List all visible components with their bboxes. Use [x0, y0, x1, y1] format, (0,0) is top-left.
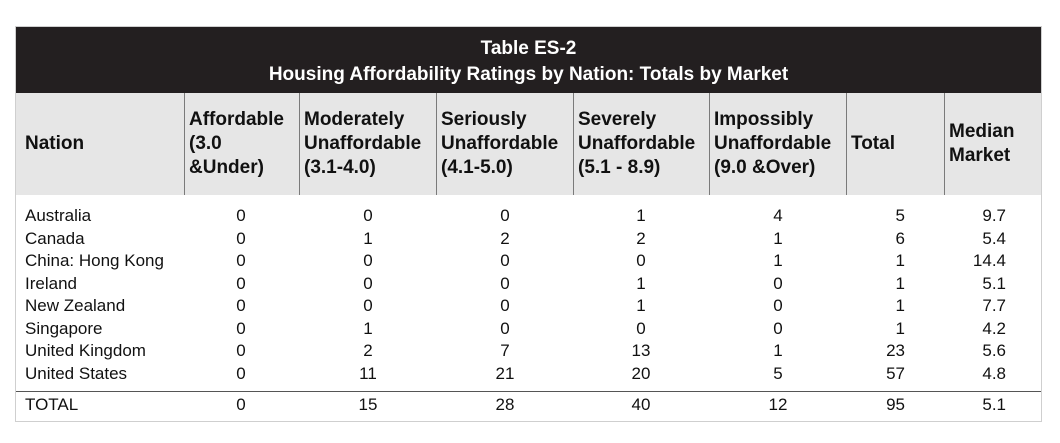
cell-total: 1: [895, 273, 905, 293]
header-affordable: Affordable (3.0 &Under): [184, 93, 299, 195]
cell-moderately: 0: [363, 251, 373, 270]
cell-moderately: 2: [363, 341, 373, 360]
cell-moderately: 11: [359, 363, 377, 383]
table-row: Canada 0 1 2 2 1 6 5.4: [16, 228, 1041, 250]
cell-nation: United Kingdom: [25, 341, 146, 360]
cell-median: 5.1: [982, 273, 1006, 293]
cell-median: 5.6: [982, 341, 1006, 360]
cell-seriously: 0: [500, 251, 510, 270]
cell-median: 7.7: [982, 296, 1006, 315]
cell-impossibly: 0: [773, 273, 783, 293]
header-impossibly-unaffordable: Impossibly Unaffordable (9.0 &Over): [709, 93, 846, 195]
header-severely-unaffordable: Severely Unaffordable (5.1 - 8.9): [573, 93, 709, 195]
cell-moderately: 0: [363, 206, 373, 225]
table-row: New Zealand 0 0 0 1 0 1 7.7: [16, 295, 1041, 317]
cell-impossibly: 1: [773, 251, 783, 270]
table-header: Nation Affordable (3.0 &Under) Moderately U…: [16, 93, 1041, 195]
cell-severely: 1: [636, 273, 646, 293]
cell-impossibly: 0: [773, 318, 783, 338]
cell-impossibly: 1: [773, 341, 783, 360]
cell-total: 1: [895, 251, 905, 270]
table-title-bar: Table ES-2 Housing Affordability Ratings…: [16, 27, 1041, 93]
cell-impossibly: 5: [773, 363, 783, 383]
cell-affordable: 0: [236, 363, 246, 383]
cell-nation: Australia: [25, 206, 92, 225]
cell-severely: 1: [636, 296, 646, 315]
cell-seriously: 0: [500, 318, 510, 338]
table-row: United Kingdom 0 2 7 13 1 23 5.6: [16, 340, 1041, 362]
cell-total: 6: [895, 228, 905, 248]
cell-severely: 0: [636, 251, 646, 270]
cell-severely: 40: [631, 395, 651, 414]
cell-seriously: 28: [495, 395, 515, 414]
cell-seriously: 0: [500, 206, 510, 225]
cell-moderately: 0: [363, 296, 373, 315]
cell-median: 5.4: [982, 228, 1006, 248]
cell-seriously: 0: [500, 273, 510, 293]
cell-nation: United States: [25, 363, 128, 383]
cell-total: 1: [895, 296, 905, 315]
table-row: China: Hong Kong 0 0 0 0 1 1 14.4: [16, 250, 1041, 272]
cell-severely: 2: [636, 228, 646, 248]
cell-total: 57: [886, 363, 905, 383]
cell-median: 4.2: [982, 318, 1006, 338]
cell-severely: 0: [636, 318, 646, 338]
cell-total: 5: [895, 206, 905, 225]
cell-median: 14.4: [972, 251, 1006, 270]
table-row: Ireland 0 0 0 1 0 1 5.1: [16, 273, 1041, 295]
cell-nation: New Zealand: [25, 296, 126, 315]
cell-impossibly: 4: [773, 206, 783, 225]
cell-nation: Singapore: [25, 318, 103, 338]
table-subtitle: Housing Affordability Ratings by Nation:…: [268, 64, 789, 85]
cell-affordable: 0: [236, 228, 246, 248]
cell-severely: 13: [631, 341, 651, 360]
table-row: Australia 0 0 0 1 4 5 9.7: [16, 205, 1041, 227]
cell-seriously: 2: [500, 228, 510, 248]
cell-seriously: 0: [500, 296, 510, 315]
table-row: Singapore 0 1 0 0 0 1 4.2: [16, 318, 1041, 340]
cell-median: 4.8: [982, 363, 1006, 383]
header-total: Total: [846, 93, 944, 195]
cell-moderately: 0: [363, 273, 373, 293]
cell-affordable: 0: [236, 395, 246, 414]
cell-moderately: 1: [363, 318, 373, 338]
table-title: Table ES-2: [480, 38, 577, 59]
header-moderately-unaffordable: Moderately Unaffordable (3.1-4.0): [299, 93, 436, 195]
cell-affordable: 0: [236, 341, 246, 360]
total-divider: [16, 391, 1041, 392]
cell-severely: 20: [631, 363, 651, 383]
cell-impossibly: 1: [773, 228, 783, 248]
cell-seriously: 21: [495, 363, 515, 383]
cell-affordable: 0: [236, 318, 246, 338]
header-seriously-unaffordable: Seriously Unaffordable (4.1-5.0): [436, 93, 573, 195]
header-nation: Nation: [25, 133, 85, 154]
cell-moderately: 15: [358, 395, 378, 414]
cell-affordable: 0: [236, 251, 246, 270]
cell-total: 95: [886, 395, 905, 414]
table-row: United States 0 11 21 20 5 57 4.8: [16, 363, 1041, 385]
cell-impossibly: 12: [768, 395, 788, 414]
cell-moderately: 1: [363, 228, 373, 248]
cell-affordable: 0: [236, 296, 246, 315]
total-row: TOTAL 0 15 28 40 12 95 5.1: [16, 394, 1041, 416]
cell-seriously: 7: [500, 341, 510, 360]
cell-affordable: 0: [236, 206, 246, 225]
cell-total-label: TOTAL: [25, 395, 79, 414]
header-median-market: Median Market: [944, 93, 1043, 195]
cell-nation: Canada: [25, 228, 85, 248]
cell-nation: China: Hong Kong: [25, 251, 164, 270]
cell-severely: 1: [636, 206, 646, 225]
cell-total: 1: [895, 318, 905, 338]
cell-affordable: 0: [236, 273, 246, 293]
cell-impossibly: 0: [773, 296, 783, 315]
cell-nation: Ireland: [25, 273, 77, 293]
cell-total: 23: [886, 341, 905, 360]
affordability-table: Table ES-2 Housing Affordability Ratings…: [15, 26, 1042, 422]
cell-median: 5.1: [982, 395, 1006, 414]
cell-median: 9.7: [982, 206, 1006, 225]
